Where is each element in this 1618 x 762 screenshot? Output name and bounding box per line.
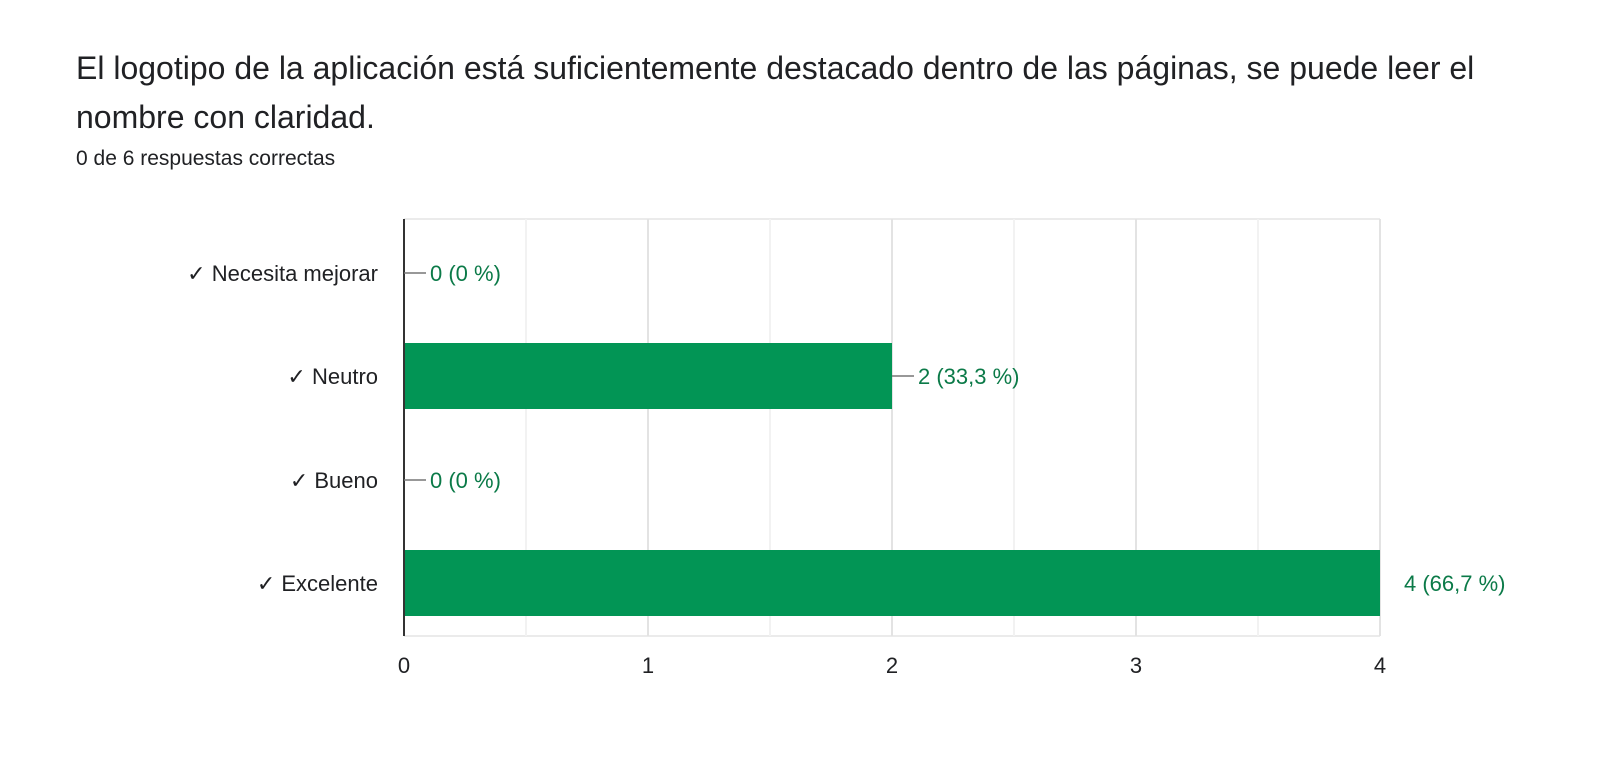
category-label: ✓ Neutro [287,364,378,389]
bar [404,343,892,409]
data-label: 0 (0 %) [430,468,501,493]
category-label: ✓ Necesita mejorar [187,261,378,286]
question-title: El logotipo de la aplicación está sufici… [76,50,1475,135]
bars [404,343,1380,616]
question-header: El logotipo de la aplicación está sufici… [76,44,1536,174]
x-tick-label: 0 [398,653,410,678]
x-tick-label: 2 [886,653,898,678]
x-tick-label: 1 [642,653,654,678]
score-summary: 0 de 6 respuestas correctas [76,147,336,170]
data-label: 2 (33,3 %) [918,364,1020,389]
data-label: 4 (66,7 %) [1404,571,1506,596]
category-label: ✓ Excelente [257,571,378,596]
bar [404,550,1380,616]
category-label: ✓ Bueno [290,468,378,493]
data-label: 0 (0 %) [430,261,501,286]
x-tick-label: 3 [1130,653,1142,678]
x-tick-label: 4 [1374,653,1386,678]
labels: 0 (0 %) ✓ Necesita mejorar 2 (33,3 %) ✓ Neu… [187,261,1505,678]
